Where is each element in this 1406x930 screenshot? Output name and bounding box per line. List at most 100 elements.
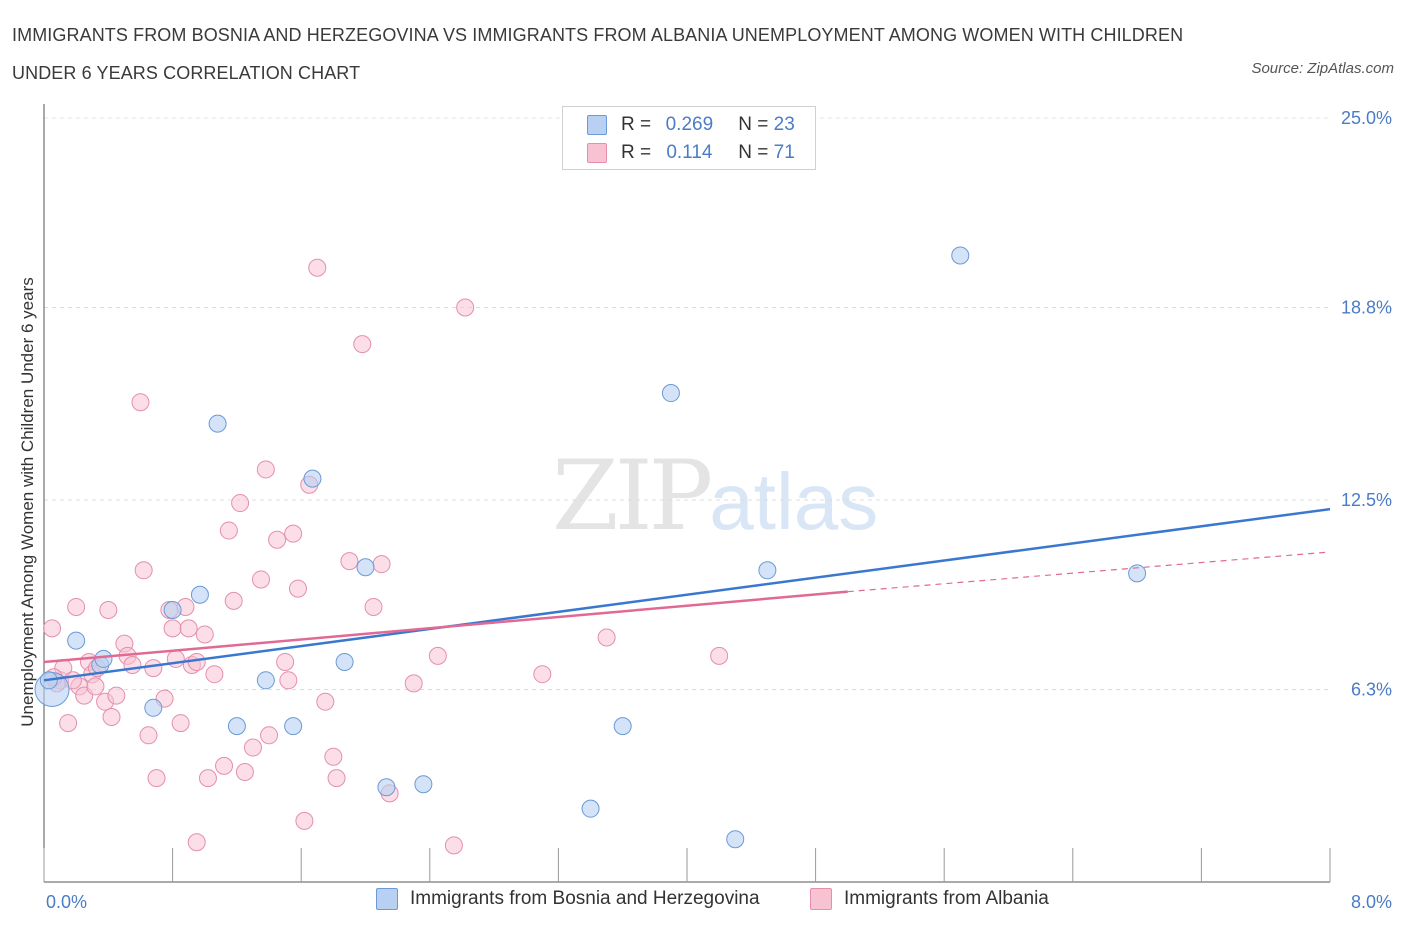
albania-point [256,460,275,479]
albania-point [144,659,163,678]
bosnia-point [284,717,303,736]
watermark-atlas: atlas [709,457,879,546]
stats-legend: R = 0.269 N = 23 R = 0.114 N = 71 [562,106,816,170]
bosnia-point [613,717,632,736]
legend-r-label: R = [621,114,652,135]
albania-point [279,671,298,690]
albania-point [252,570,271,589]
bosnia-point [758,561,777,580]
albania-point [139,726,158,745]
albania-point [134,561,153,580]
albania-point [187,833,206,852]
albania-point [86,677,105,696]
bosnia-point [190,585,209,604]
bosnia-point [661,384,680,403]
bosnia-point [414,775,433,794]
albania-point [219,521,238,540]
chart-title: IMMIGRANTS FROM BOSNIA AND HERZEGOVINA V… [12,25,1184,83]
albania-point [353,335,372,354]
x-tick-label: 8.0% [1351,892,1392,912]
bosnia-point [303,469,322,488]
albania-point [163,619,182,638]
legend-r-value: 0.114 [666,142,713,163]
albania-swatch [587,143,607,163]
bosnia-point [356,558,375,577]
bosnia-point [726,830,745,849]
bosnia-point [163,601,182,620]
albania-point [198,769,217,788]
legend-label-albania: Immigrants from Albania [844,888,1049,909]
albania-point [215,756,234,775]
bosnia-point [951,246,970,265]
albania-point [243,738,262,757]
albania-point [295,811,314,830]
albania-point [324,747,343,766]
albania-point [597,628,616,647]
albania-trendline-extension [847,551,1331,593]
legend-row-bosnia: R = 0.269 N = 23 [587,112,795,138]
albania-point [533,665,552,684]
albania-point [340,552,359,571]
albania-point [308,258,327,277]
albania-point [67,597,86,616]
zipatlas-watermark: ZIPatlas [552,440,878,552]
legend-item-albania: Immigrants from Albania [810,888,1049,910]
bosnia-point [335,652,354,671]
legend-r-label: R = [621,142,652,163]
bosnia-trendline [43,507,1331,682]
albania-point [364,597,383,616]
albania-point [123,656,142,675]
y-tick-label: 6.3% [1351,679,1392,699]
albania-point [231,494,250,513]
albania-point [456,298,475,317]
legend-n-value: 23 [773,114,795,135]
albania-point [284,524,303,543]
albania-point [171,714,190,733]
legend-n-label: N = [738,114,769,135]
albania-point [107,686,126,705]
legend-n-value: 71 [773,142,795,163]
bosnia-point [581,799,600,818]
albania-point [131,393,150,412]
bosnia-point [94,649,113,668]
albania-trendline [43,590,848,664]
albania-point [195,625,214,644]
legend-item-bosnia: Immigrants from Bosnia and Herzegovina [376,888,760,910]
albania-point [268,530,287,549]
albania-point [235,762,254,781]
y-tick-label: 12.5% [1341,490,1392,510]
x-tick-label: 0.0% [46,892,87,912]
albania-point [372,555,391,574]
legend-label-bosnia: Immigrants from Bosnia and Herzegovina [410,888,760,909]
albania-point [99,601,118,620]
bosnia-point [208,414,227,433]
bosnia-point [256,671,275,690]
albania-point [224,591,243,610]
albania-point [147,769,166,788]
legend-r-value: 0.269 [665,114,714,135]
bosnia-swatch [376,888,398,910]
bosnia-point [377,778,396,797]
albania-point [102,707,121,726]
watermark-zip: ZIP [552,440,713,552]
bosnia-point [67,631,86,650]
legend-n-label: N = [738,142,769,163]
albania-point [59,714,78,733]
legend-row-albania: R = 0.114 N = 71 [587,140,795,166]
source-label: Source: ZipAtlas.com [1251,60,1394,77]
bosnia-point [227,717,246,736]
albania-point [710,646,729,665]
albania-point [276,652,295,671]
albania-point [428,646,447,665]
albania-point [444,836,463,855]
albania-point [43,619,62,638]
bosnia-swatch [587,115,607,135]
albania-point [316,692,335,711]
series-legend: Immigrants from Bosnia and Herzegovina I… [0,888,1406,916]
albania-point [166,649,185,668]
bosnia-point [1128,564,1147,583]
bosnia-point [144,698,163,717]
albania-point [327,769,346,788]
y-tick-label: 25.0% [1341,108,1392,128]
y-tick-label: 18.8% [1341,297,1392,317]
